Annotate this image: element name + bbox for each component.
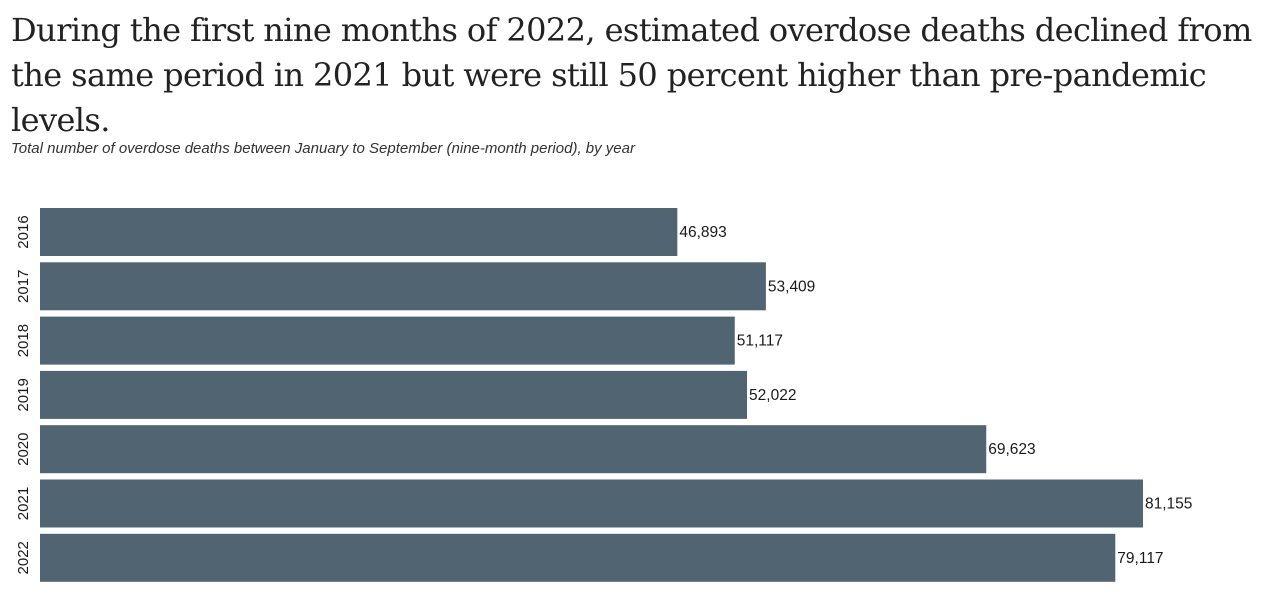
data-label-2016: 46,893	[679, 224, 726, 241]
bar-2017	[40, 262, 766, 311]
data-label-2018: 51,117	[737, 333, 783, 350]
bar-2016	[40, 208, 678, 256]
tick-label-2022: 2022	[15, 541, 32, 574]
data-label-2021: 81,155	[1145, 496, 1192, 513]
bar-2018	[40, 316, 735, 365]
bar-2020	[40, 425, 987, 474]
tick-label-2020: 2020	[15, 433, 32, 466]
chart-subtitle: Total number of overdose deaths between …	[11, 140, 635, 157]
bar-chart: 46,893 2016 53,409 2017 51,117 2018 52,022 2019…	[15, 208, 1192, 582]
bar-2021	[40, 479, 1143, 528]
data-label-2019: 52,022	[749, 387, 796, 404]
tick-label-2016: 2016	[15, 215, 32, 248]
data-label-2020: 69,623	[988, 441, 1035, 458]
chart-headline: During the first nine months of 2022, es…	[11, 11, 1252, 139]
data-label-2022: 79,117	[1117, 550, 1163, 567]
tick-label-2019: 2019	[15, 378, 32, 411]
tick-label-2017: 2017	[15, 270, 32, 303]
bar-2022	[40, 533, 1116, 582]
tick-label-2018: 2018	[15, 324, 32, 357]
tick-label-2021: 2021	[15, 487, 32, 520]
data-label-2017: 53,409	[768, 278, 815, 295]
bar-2019	[40, 370, 748, 419]
